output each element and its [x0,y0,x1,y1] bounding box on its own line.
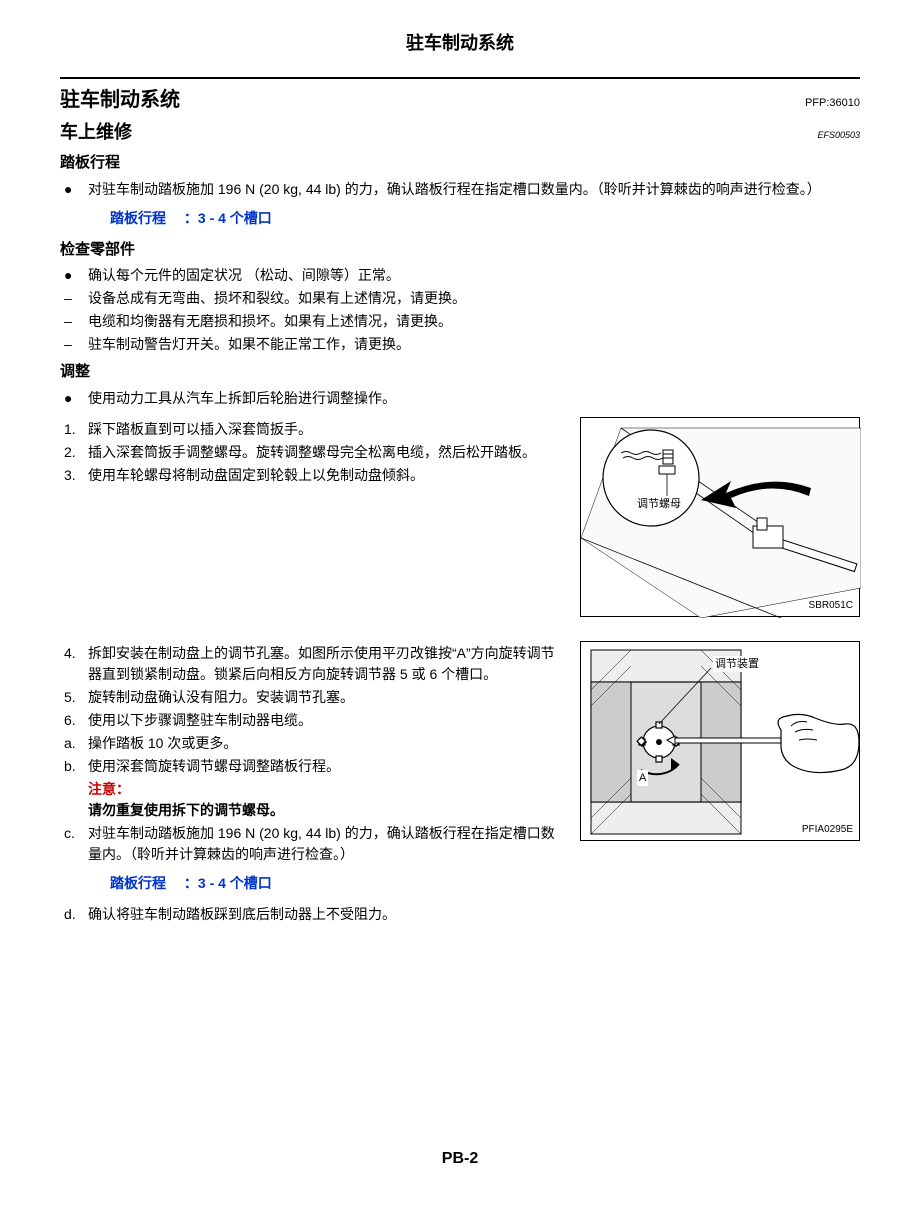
letter-marker: a. [60,733,88,754]
section-header-row: 驻车制动系统 PFP:36010 [60,85,860,115]
figure-1-svg [581,418,861,618]
list-item: –设备总成有无弯曲、损坏和裂纹。如果有上述情况，请更换。 [60,288,860,309]
num-marker: 3. [60,465,88,486]
list-item: ●确认每个元件的固定状况 （松动、间隙等）正常。 [60,265,860,286]
letter-marker [60,779,88,821]
list-text: 旋转制动盘确认没有阻力。安装调节孔塞。 [88,687,562,708]
letter-list-2: d.确认将驻车制动踏板踩到底后制动器上不受阻力。 [60,904,562,925]
list-text: 确认每个元件的固定状况 （松动、间隙等）正常。 [88,265,860,286]
figure-2-col: 调节装置 A PFIA0295E [580,641,860,841]
dash-marker: – [60,311,88,332]
list-text: 使用车轮螺母将制动盘固定到轮毂上以免制动盘倾斜。 [88,465,562,486]
list-text: 插入深套筒扳手调整螺母。旋转调整螺母完全松离电缆，然后松开踏板。 [88,442,562,463]
subheading-check: 检查零部件 [60,239,860,262]
caution-label: 注意： [88,781,130,797]
num-marker: 6. [60,710,88,731]
list-text: 对驻车制动踏板施加 196 N (20 kg, 44 lb) 的力，确认踏板行程… [88,823,562,865]
figure-2-a-label: A [637,770,648,787]
list-text: 确认将驻车制动踏板踩到底后制动器上不受阻力。 [88,904,562,925]
list-item-caution: 注意： 请勿重复使用拆下的调节螺母。 [60,779,562,821]
efs-code: EFS00503 [817,129,860,143]
list-text: 设备总成有无弯曲、损坏和裂纹。如果有上述情况，请更换。 [88,288,860,309]
caution-text: 请勿重复使用拆下的调节螺母。 [88,802,284,818]
list-item: 5.旋转制动盘确认没有阻力。安装调节孔塞。 [60,687,562,708]
list-item: 6.使用以下步骤调整驻车制动器电缆。 [60,710,562,731]
list-text: 使用以下步骤调整驻车制动器电缆。 [88,710,562,731]
page-number: PB-2 [60,1147,860,1171]
numbered-list-1: 1.踩下踏板直到可以插入深套筒扳手。 2.插入深套筒扳手调整螺母。旋转调整螺母完… [60,419,562,486]
list-text: 操作踏板 10 次或更多。 [88,733,562,754]
check-list: ●确认每个元件的固定状况 （松动、间隙等）正常。 –设备总成有无弯曲、损坏和裂纹… [60,265,860,355]
list-text: 电缆和均衡器有无磨损和损坏。如果有上述情况，请更换。 [88,311,860,332]
list-text: 踩下踏板直到可以插入深套筒扳手。 [88,419,562,440]
pedal-bullet-list: ● 对驻车制动踏板施加 196 N (20 kg, 44 lb) 的力，确认踏板… [60,179,860,200]
num-marker: 4. [60,643,88,685]
letter-marker: c. [60,823,88,865]
subsection-header-row: 车上维修 EFS00503 [60,115,860,146]
list-item: d.确认将驻车制动踏板踩到底后制动器上不受阻力。 [60,904,562,925]
list-item: 3.使用车轮螺母将制动盘固定到轮毂上以免制动盘倾斜。 [60,465,562,486]
num-marker: 2. [60,442,88,463]
num-marker: 1. [60,419,88,440]
list-text: 对驻车制动踏板施加 196 N (20 kg, 44 lb) 的力，确认踏板行程… [88,179,860,200]
spec-pedal-stroke-2: 踏板行程 ：3 - 4 个槽口 [110,873,562,894]
adjust-bullet-list: ● 使用动力工具从汽车上拆卸后轮胎进行调整操作。 [60,388,860,409]
figure-2-id: PFIA0295E [802,822,853,837]
letter-list: a.操作踏板 10 次或更多。 b.使用深套筒旋转调节螺母调整踏板行程。 注意：… [60,733,562,865]
numbered-list-2: 4.拆卸安装在制动盘上的调节孔塞。如图所示使用平刃改锥按“A”方向旋转调节器直到… [60,643,562,731]
spec-pedal-stroke-1: 踏板行程 ：3 - 4 个槽口 [110,208,860,229]
figure-2: 调节装置 A PFIA0295E [580,641,860,841]
list-text: 使用动力工具从汽车上拆卸后轮胎进行调整操作。 [88,388,860,409]
pfp-code: PFP:36010 [805,95,860,112]
dash-marker: – [60,334,88,355]
figure-1: 调节螺母 SBR051C [580,417,860,617]
list-text: 驻车制动警告灯开关。如果不能正常工作，请更换。 [88,334,860,355]
list-item: 4.拆卸安装在制动盘上的调节孔塞。如图所示使用平刃改锥按“A”方向旋转调节器直到… [60,643,562,685]
list-item: a.操作踏板 10 次或更多。 [60,733,562,754]
figure-1-id: SBR051C [809,598,853,613]
bullet-marker: ● [60,179,88,200]
section-heading-2: 车上维修 [60,119,132,146]
letter-marker: b. [60,756,88,777]
steps-4-text: 4.拆卸安装在制动盘上的调节孔塞。如图所示使用平刃改锥按“A”方向旋转调节器直到… [60,641,562,927]
list-text: 拆卸安装在制动盘上的调节孔塞。如图所示使用平刃改锥按“A”方向旋转调节器直到锁紧… [88,643,562,685]
caution-block: 注意： 请勿重复使用拆下的调节螺母。 [88,779,562,821]
list-item: –驻车制动警告灯开关。如果不能正常工作，请更换。 [60,334,860,355]
steps-4-row: 4.拆卸安装在制动盘上的调节孔塞。如图所示使用平刃改锥按“A”方向旋转调节器直到… [60,641,860,927]
bullet-marker: ● [60,388,88,409]
subheading-pedal-stroke: 踏板行程 [60,152,860,175]
dash-marker: – [60,288,88,309]
list-item: –电缆和均衡器有无磨损和损坏。如果有上述情况，请更换。 [60,311,860,332]
page-title: 驻车制动系统 [60,30,860,57]
figure-2-label: 调节装置 [713,656,761,673]
figure-1-col: 调节螺母 SBR051C [580,417,860,617]
num-marker: 5. [60,687,88,708]
letter-marker: d. [60,904,88,925]
subheading-adjust: 调整 [60,361,860,384]
list-item: ● 使用动力工具从汽车上拆卸后轮胎进行调整操作。 [60,388,860,409]
list-item: b.使用深套筒旋转调节螺母调整踏板行程。 [60,756,562,777]
section-heading-1: 驻车制动系统 [60,85,180,115]
figure-1-label: 调节螺母 [635,496,683,513]
list-item: 2.插入深套筒扳手调整螺母。旋转调整螺母完全松离电缆，然后松开踏板。 [60,442,562,463]
bullet-marker: ● [60,265,88,286]
list-item: c.对驻车制动踏板施加 196 N (20 kg, 44 lb) 的力，确认踏板… [60,823,562,865]
list-item: ● 对驻车制动踏板施加 196 N (20 kg, 44 lb) 的力，确认踏板… [60,179,860,200]
steps-1-3-row: 1.踩下踏板直到可以插入深套筒扳手。 2.插入深套筒扳手调整螺母。旋转调整螺母完… [60,417,860,617]
list-text: 使用深套筒旋转调节螺母调整踏板行程。 [88,756,562,777]
steps-1-3-text: 1.踩下踏板直到可以插入深套筒扳手。 2.插入深套筒扳手调整螺母。旋转调整螺母完… [60,417,562,488]
list-item: 1.踩下踏板直到可以插入深套筒扳手。 [60,419,562,440]
title-rule [60,77,860,79]
